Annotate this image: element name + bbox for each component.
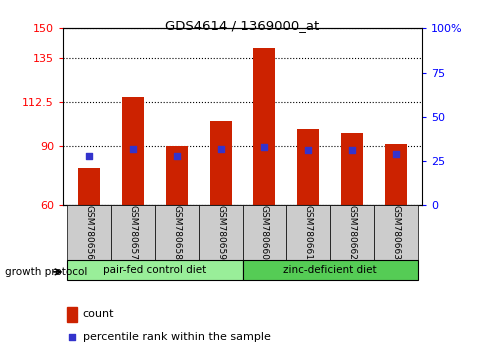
Text: pair-fed control diet: pair-fed control diet	[103, 265, 206, 275]
Bar	[66, 307, 77, 321]
Text: count: count	[83, 309, 114, 319]
FancyBboxPatch shape	[67, 260, 242, 280]
FancyBboxPatch shape	[242, 260, 417, 280]
FancyBboxPatch shape	[373, 205, 417, 260]
Text: percentile rank within the sample: percentile rank within the sample	[83, 332, 270, 342]
Bar	[209, 121, 231, 205]
Text: GSM780656: GSM780656	[85, 205, 93, 260]
Point	[129, 146, 136, 152]
Text: GDS4614 / 1369000_at: GDS4614 / 1369000_at	[165, 19, 319, 33]
FancyBboxPatch shape	[155, 205, 198, 260]
Bar	[253, 48, 275, 205]
Bar	[340, 132, 362, 205]
Text: GSM780657: GSM780657	[128, 205, 137, 260]
FancyBboxPatch shape	[329, 205, 373, 260]
Bar	[78, 168, 100, 205]
Text: GSM780660: GSM780660	[259, 205, 268, 260]
Point	[260, 144, 268, 150]
Point	[85, 153, 93, 159]
Bar	[166, 146, 187, 205]
Point	[216, 146, 224, 152]
FancyBboxPatch shape	[111, 205, 155, 260]
Bar	[122, 97, 144, 205]
Point	[391, 151, 399, 157]
Text: GSM780662: GSM780662	[347, 205, 356, 260]
FancyBboxPatch shape	[242, 205, 286, 260]
FancyBboxPatch shape	[67, 205, 111, 260]
Bar	[297, 129, 318, 205]
Point	[348, 148, 355, 153]
FancyBboxPatch shape	[198, 205, 242, 260]
Point	[173, 153, 181, 159]
Point	[68, 334, 76, 339]
Text: GSM780659: GSM780659	[216, 205, 225, 260]
Text: GSM780661: GSM780661	[303, 205, 312, 260]
Text: growth protocol: growth protocol	[5, 267, 87, 277]
Text: GSM780663: GSM780663	[391, 205, 399, 260]
Text: zinc-deficient diet: zinc-deficient diet	[283, 265, 376, 275]
FancyBboxPatch shape	[286, 205, 329, 260]
Bar	[384, 144, 406, 205]
Point	[303, 148, 311, 153]
Text: GSM780658: GSM780658	[172, 205, 181, 260]
